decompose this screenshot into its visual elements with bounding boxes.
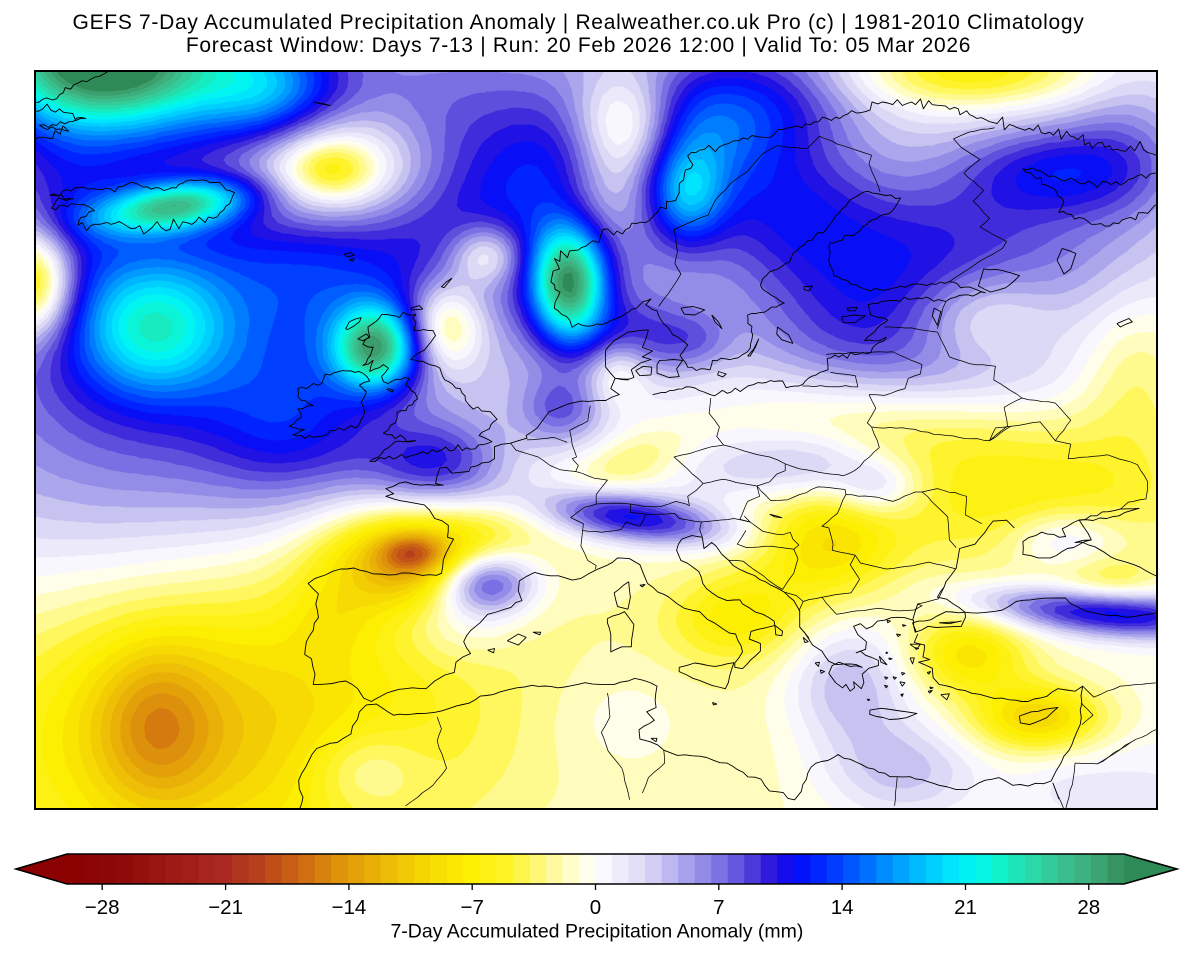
svg-text:28: 28 bbox=[1077, 896, 1100, 919]
svg-text:−7: −7 bbox=[461, 896, 484, 919]
svg-text:−21: −21 bbox=[208, 896, 243, 919]
svg-text:0: 0 bbox=[590, 896, 601, 919]
svg-text:−28: −28 bbox=[85, 896, 120, 919]
svg-text:14: 14 bbox=[831, 896, 854, 919]
svg-text:−14: −14 bbox=[332, 896, 367, 919]
svg-text:7-Day Accumulated Precipitatio: 7-Day Accumulated Precipitation Anomaly … bbox=[390, 921, 803, 943]
svg-text:21: 21 bbox=[954, 896, 977, 919]
svg-text:7: 7 bbox=[713, 896, 724, 919]
